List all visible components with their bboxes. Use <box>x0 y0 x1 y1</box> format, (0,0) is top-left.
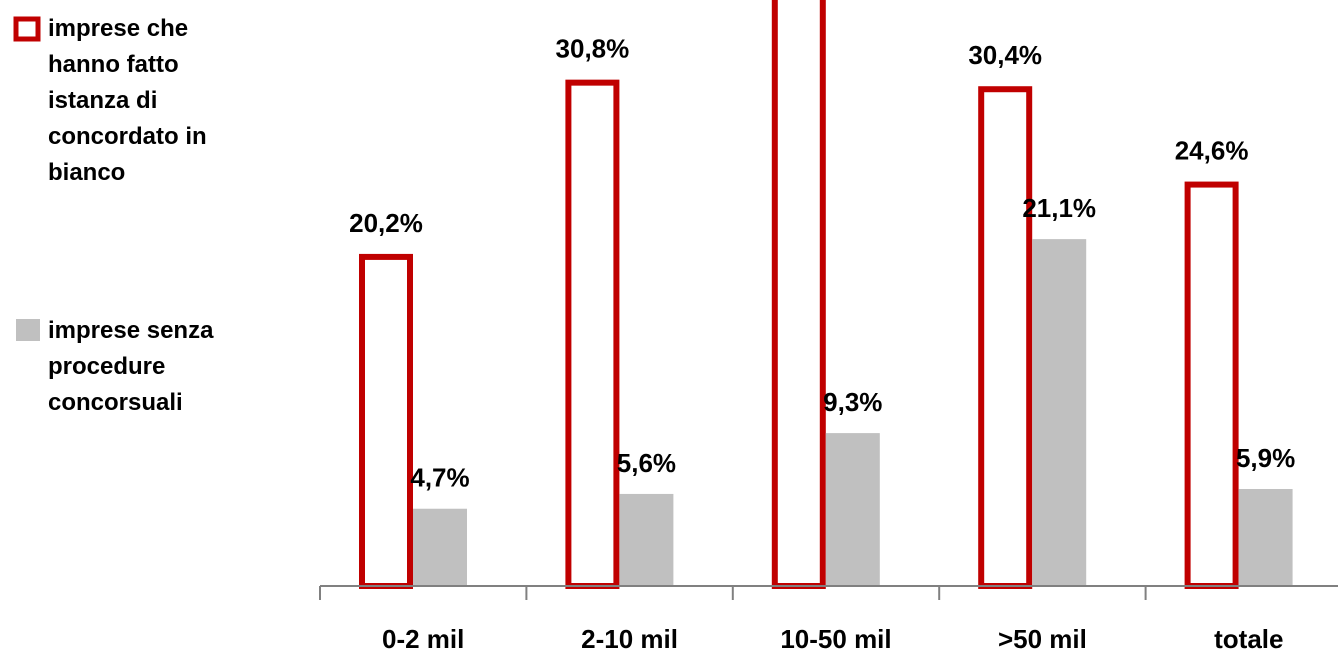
legend-text-line: concordato in <box>48 123 207 150</box>
legend-swatch <box>13 16 41 42</box>
category-label-0: 0-2 mil <box>382 624 464 654</box>
bar-senza-procedure-1 <box>619 493 674 586</box>
bar-senza-procedure-3 <box>1032 239 1087 586</box>
bar-concordato-4 <box>1184 181 1239 590</box>
legend-entry-senza-procedure: imprese senza procedure concorsuali <box>16 317 214 416</box>
legend-text-line: istanza di <box>48 87 157 114</box>
bar-concordato-2 <box>771 0 826 590</box>
legend-text-line: procedure <box>48 353 165 380</box>
legend-text-line: imprese che <box>48 15 188 42</box>
data-label-senza-procedure-0: 4,7% <box>410 463 469 493</box>
legend-text-line: imprese senza <box>48 317 214 344</box>
bar-concordato-0 <box>359 253 413 589</box>
x-axis: 0-2 mil 2-10 mil 10-50 mil >50 mil totale <box>319 585 1338 654</box>
legend-entry-concordato: imprese che hanno fatto istanza di concorda… <box>13 15 207 186</box>
data-label-senza-procedure-3: 21,1% <box>1022 193 1096 223</box>
bar-senza-procedure-0 <box>413 508 467 586</box>
data-label-concordato-3: 30,4% <box>968 40 1042 70</box>
bar-senza-procedure-4 <box>1238 489 1293 586</box>
bar-concordato-3 <box>978 86 1033 589</box>
chart-legend: imprese che hanno fatto istanza di concorda… <box>13 15 214 416</box>
category-label-1: 2-10 mil <box>581 624 678 654</box>
legend-text-line: concorsuali <box>48 389 183 416</box>
chart-bars <box>359 0 1293 590</box>
legend-swatch <box>16 319 40 341</box>
legend-text-line: hanno fatto <box>48 51 179 78</box>
data-label-concordato-0: 20,2% <box>349 208 423 238</box>
category-label-2: 10-50 mil <box>780 624 891 654</box>
bar-senza-procedure-2 <box>825 433 880 586</box>
legend-text-line: bianco <box>48 159 125 186</box>
category-label-4: totale <box>1214 624 1283 654</box>
bar-concordato-1 <box>565 79 620 589</box>
data-label-concordato-1: 30,8% <box>556 34 630 64</box>
category-label-3: >50 mil <box>998 624 1087 654</box>
data-label-senza-procedure-1: 5,6% <box>617 448 676 478</box>
data-labels: 20,2% 30,8% 30,4% 24,6% 4,7% 5,6% 9,3% 21,1% 5,9… <box>349 34 1295 493</box>
data-label-senza-procedure-4: 5,9% <box>1236 443 1295 473</box>
data-label-concordato-4: 24,6% <box>1175 136 1249 166</box>
data-label-senza-procedure-2: 9,3% <box>823 387 882 417</box>
